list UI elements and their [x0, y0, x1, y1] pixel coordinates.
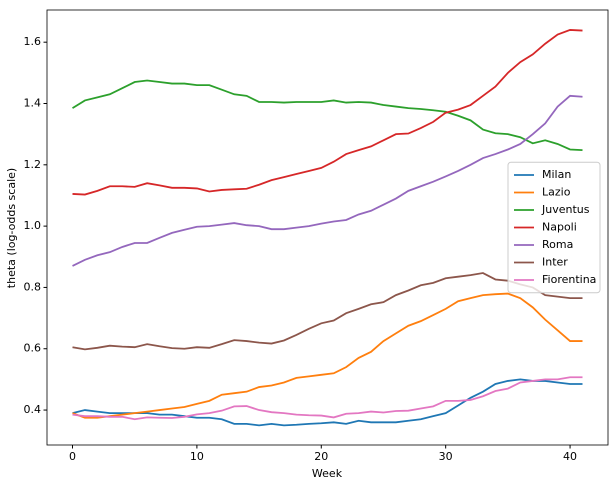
y-tick-label: 1.0 [24, 219, 42, 232]
y-tick-label: 0.6 [24, 342, 42, 355]
series-line [72, 29, 583, 196]
legend-label: Milan [542, 168, 571, 181]
series-line [72, 378, 583, 427]
legend-label: Inter [542, 256, 568, 269]
series-line [72, 79, 583, 151]
axes-frame [46, 9, 609, 446]
legend-label: Fiorentina [542, 273, 596, 286]
legend-label: Napoli [542, 221, 577, 234]
y-tick-label: 0.8 [24, 280, 42, 293]
x-axis-label: Week [312, 467, 343, 480]
x-tick-label: 40 [563, 450, 577, 463]
y-axis-label: theta (log-odds scale) [5, 168, 18, 288]
y-tick-label: 1.2 [24, 158, 42, 171]
legend-label: Juventus [541, 203, 590, 216]
y-tick-label: 0.4 [24, 403, 42, 416]
series-line [72, 376, 583, 421]
x-tick-label: 0 [69, 450, 76, 463]
x-tick-label: 30 [439, 450, 453, 463]
series-line [72, 292, 583, 419]
legend: Milan Lazio Juventus Napoli Roma Inter Fiorent… [507, 161, 601, 294]
y-tick-label: 1.6 [24, 35, 42, 48]
series-line [72, 94, 583, 267]
legend-box [507, 161, 601, 294]
legend-label: Roma [542, 238, 573, 251]
x-tick-label: 10 [190, 450, 204, 463]
legend-label: Lazio [542, 186, 571, 199]
y-tick-label: 1.4 [24, 96, 42, 109]
x-tick-label: 20 [314, 450, 328, 463]
series-line [72, 272, 583, 351]
